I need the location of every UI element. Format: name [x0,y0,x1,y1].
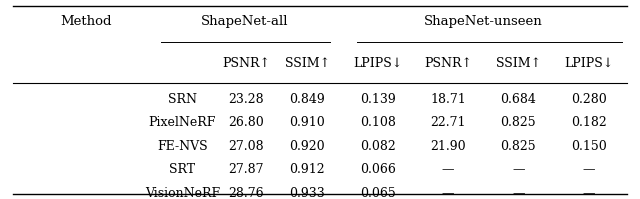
Text: SSIM↑: SSIM↑ [496,57,541,70]
Text: 0.912: 0.912 [289,163,325,177]
Text: SSIM↑: SSIM↑ [285,57,330,70]
Text: SRT: SRT [170,163,195,177]
Text: ShapeNet-unseen: ShapeNet-unseen [424,15,543,28]
Text: 26.80: 26.80 [228,116,264,130]
Text: 27.08: 27.08 [228,140,264,153]
Text: 0.849: 0.849 [289,93,325,106]
Text: FE-NVS: FE-NVS [157,140,208,153]
Text: 18.71: 18.71 [430,93,466,106]
Text: 21.90: 21.90 [430,140,466,153]
Text: PSNR↑: PSNR↑ [223,57,270,70]
Text: 0.139: 0.139 [360,93,396,106]
Text: 0.933: 0.933 [289,187,325,199]
Text: —: — [512,163,525,177]
Text: 0.150: 0.150 [571,140,607,153]
Text: 0.825: 0.825 [500,116,536,130]
Text: —: — [582,187,595,199]
Text: 0.082: 0.082 [360,140,396,153]
Text: LPIPS↓: LPIPS↓ [353,57,402,70]
Text: 0.066: 0.066 [360,163,396,177]
Text: 28.76: 28.76 [228,187,264,199]
Text: 0.920: 0.920 [289,140,325,153]
Text: ShapeNet-all: ShapeNet-all [201,15,288,28]
Text: VisionNeRF: VisionNeRF [145,187,220,199]
Text: LPIPS↓: LPIPS↓ [564,57,613,70]
Text: 22.71: 22.71 [430,116,466,130]
Text: 27.87: 27.87 [228,163,264,177]
Text: Method: Method [61,15,112,28]
Text: 0.684: 0.684 [500,93,536,106]
Text: 23.28: 23.28 [228,93,264,106]
Text: 0.910: 0.910 [289,116,325,130]
Text: 0.280: 0.280 [571,93,607,106]
Text: 0.108: 0.108 [360,116,396,130]
Text: PSNR↑: PSNR↑ [424,57,472,70]
Text: 0.825: 0.825 [500,140,536,153]
Text: —: — [512,187,525,199]
Text: 0.065: 0.065 [360,187,396,199]
Text: —: — [442,187,454,199]
Text: SRN: SRN [168,93,197,106]
Text: —: — [442,163,454,177]
Text: PixelNeRF: PixelNeRF [148,116,216,130]
Text: —: — [582,163,595,177]
Text: 0.182: 0.182 [571,116,607,130]
